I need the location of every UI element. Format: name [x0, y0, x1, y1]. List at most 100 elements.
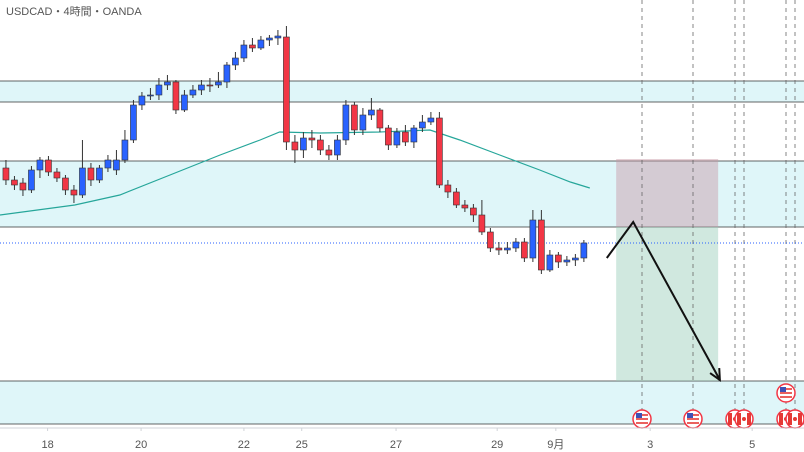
event-icon-canton	[780, 387, 786, 392]
candle-body	[53, 171, 61, 179]
candle-body	[62, 177, 69, 191]
candle-body	[478, 214, 486, 233]
event-icon-band	[798, 413, 802, 425]
event-icon-leaf	[793, 417, 797, 421]
candle-body	[130, 104, 137, 141]
candle-body	[368, 109, 375, 116]
candle-body	[512, 241, 520, 249]
x-tick-label: 29	[491, 439, 503, 451]
chart-title: USDCAD・4時間・OANDA	[6, 5, 142, 18]
candle-body	[121, 139, 129, 161]
candle-body	[138, 95, 146, 106]
candle-body	[172, 81, 180, 111]
x-tick-label: 3	[647, 439, 653, 451]
stop-zone	[616, 159, 719, 227]
x-tick-label: 9月	[547, 439, 564, 451]
arrow-head	[709, 367, 721, 383]
candle-body	[563, 259, 571, 263]
candle-body	[79, 167, 86, 196]
zone	[0, 161, 804, 227]
x-tick-label: 25	[296, 439, 308, 451]
candle-body	[529, 219, 537, 259]
event-icon-band	[737, 413, 741, 425]
x-tick-label: 20	[135, 439, 147, 451]
candle-body	[164, 81, 171, 86]
candle-body	[580, 242, 588, 259]
event-icon-leaf	[742, 417, 746, 421]
moving-average	[0, 129, 590, 216]
candle-body	[393, 131, 401, 146]
event-icon-band	[779, 413, 783, 425]
candle-body	[113, 159, 120, 171]
candle-body	[240, 44, 248, 59]
candle-body	[317, 139, 324, 151]
candle-body	[308, 137, 316, 141]
candle-body	[45, 159, 52, 173]
candle-body	[266, 37, 273, 41]
candle-body	[470, 207, 477, 216]
event-icon-band	[747, 413, 751, 425]
candle-body	[521, 241, 528, 259]
candle-body	[249, 44, 256, 49]
candle-body	[504, 247, 511, 251]
candle-body	[198, 84, 205, 91]
candle-body	[257, 39, 265, 49]
candle-body	[2, 167, 10, 181]
candle-body	[461, 204, 469, 209]
x-tick-label: 18	[41, 439, 53, 451]
candle-body	[206, 84, 214, 87]
candle-body	[223, 64, 231, 83]
candle-body	[376, 109, 384, 129]
candle-body	[215, 81, 222, 86]
x-tick-label: 5	[749, 439, 755, 451]
plot	[0, 0, 804, 429]
candle-body	[155, 84, 163, 96]
candle-body	[427, 117, 435, 123]
candle-body	[189, 89, 197, 96]
event-icon-canton	[636, 413, 642, 418]
candle-body	[11, 179, 18, 186]
candle-body	[147, 94, 154, 97]
candle-body	[28, 169, 35, 191]
candle-body	[19, 182, 27, 191]
candle-body	[274, 35, 282, 39]
candle-body	[70, 189, 78, 196]
candle-body	[87, 167, 95, 181]
candle-body	[359, 114, 367, 131]
x-tick-label: 22	[238, 439, 250, 451]
candle-body	[572, 257, 579, 261]
forecast-arrow	[605, 220, 721, 381]
candle-body	[325, 149, 333, 156]
x-tick-label: 27	[390, 439, 402, 451]
candle-body	[436, 117, 443, 186]
event-icon-band	[788, 413, 792, 425]
target-zone	[616, 227, 719, 381]
zone	[0, 381, 804, 424]
candle-body	[444, 184, 452, 193]
candle-body	[96, 167, 103, 181]
candle-body	[419, 121, 426, 129]
candle-body	[232, 57, 239, 66]
candle-body	[402, 131, 409, 143]
candle-body	[291, 141, 299, 151]
candle-body	[555, 254, 562, 263]
candle-body	[334, 139, 341, 156]
candle-body	[495, 247, 503, 251]
candle-body	[351, 104, 358, 131]
candle-body	[410, 127, 418, 143]
zone	[0, 81, 804, 102]
candle-body	[300, 137, 307, 151]
candle-body	[104, 159, 112, 169]
candle-body	[453, 191, 460, 206]
event-icon-canton	[687, 413, 693, 418]
candle-body	[342, 104, 350, 141]
candle-body	[385, 127, 392, 146]
candle-body	[36, 159, 44, 171]
event-icon-band	[728, 413, 732, 425]
candle-body	[546, 254, 554, 271]
candle-body	[487, 231, 494, 249]
candle-body	[283, 36, 290, 143]
candle-body	[181, 94, 188, 111]
candle-body	[538, 219, 545, 271]
